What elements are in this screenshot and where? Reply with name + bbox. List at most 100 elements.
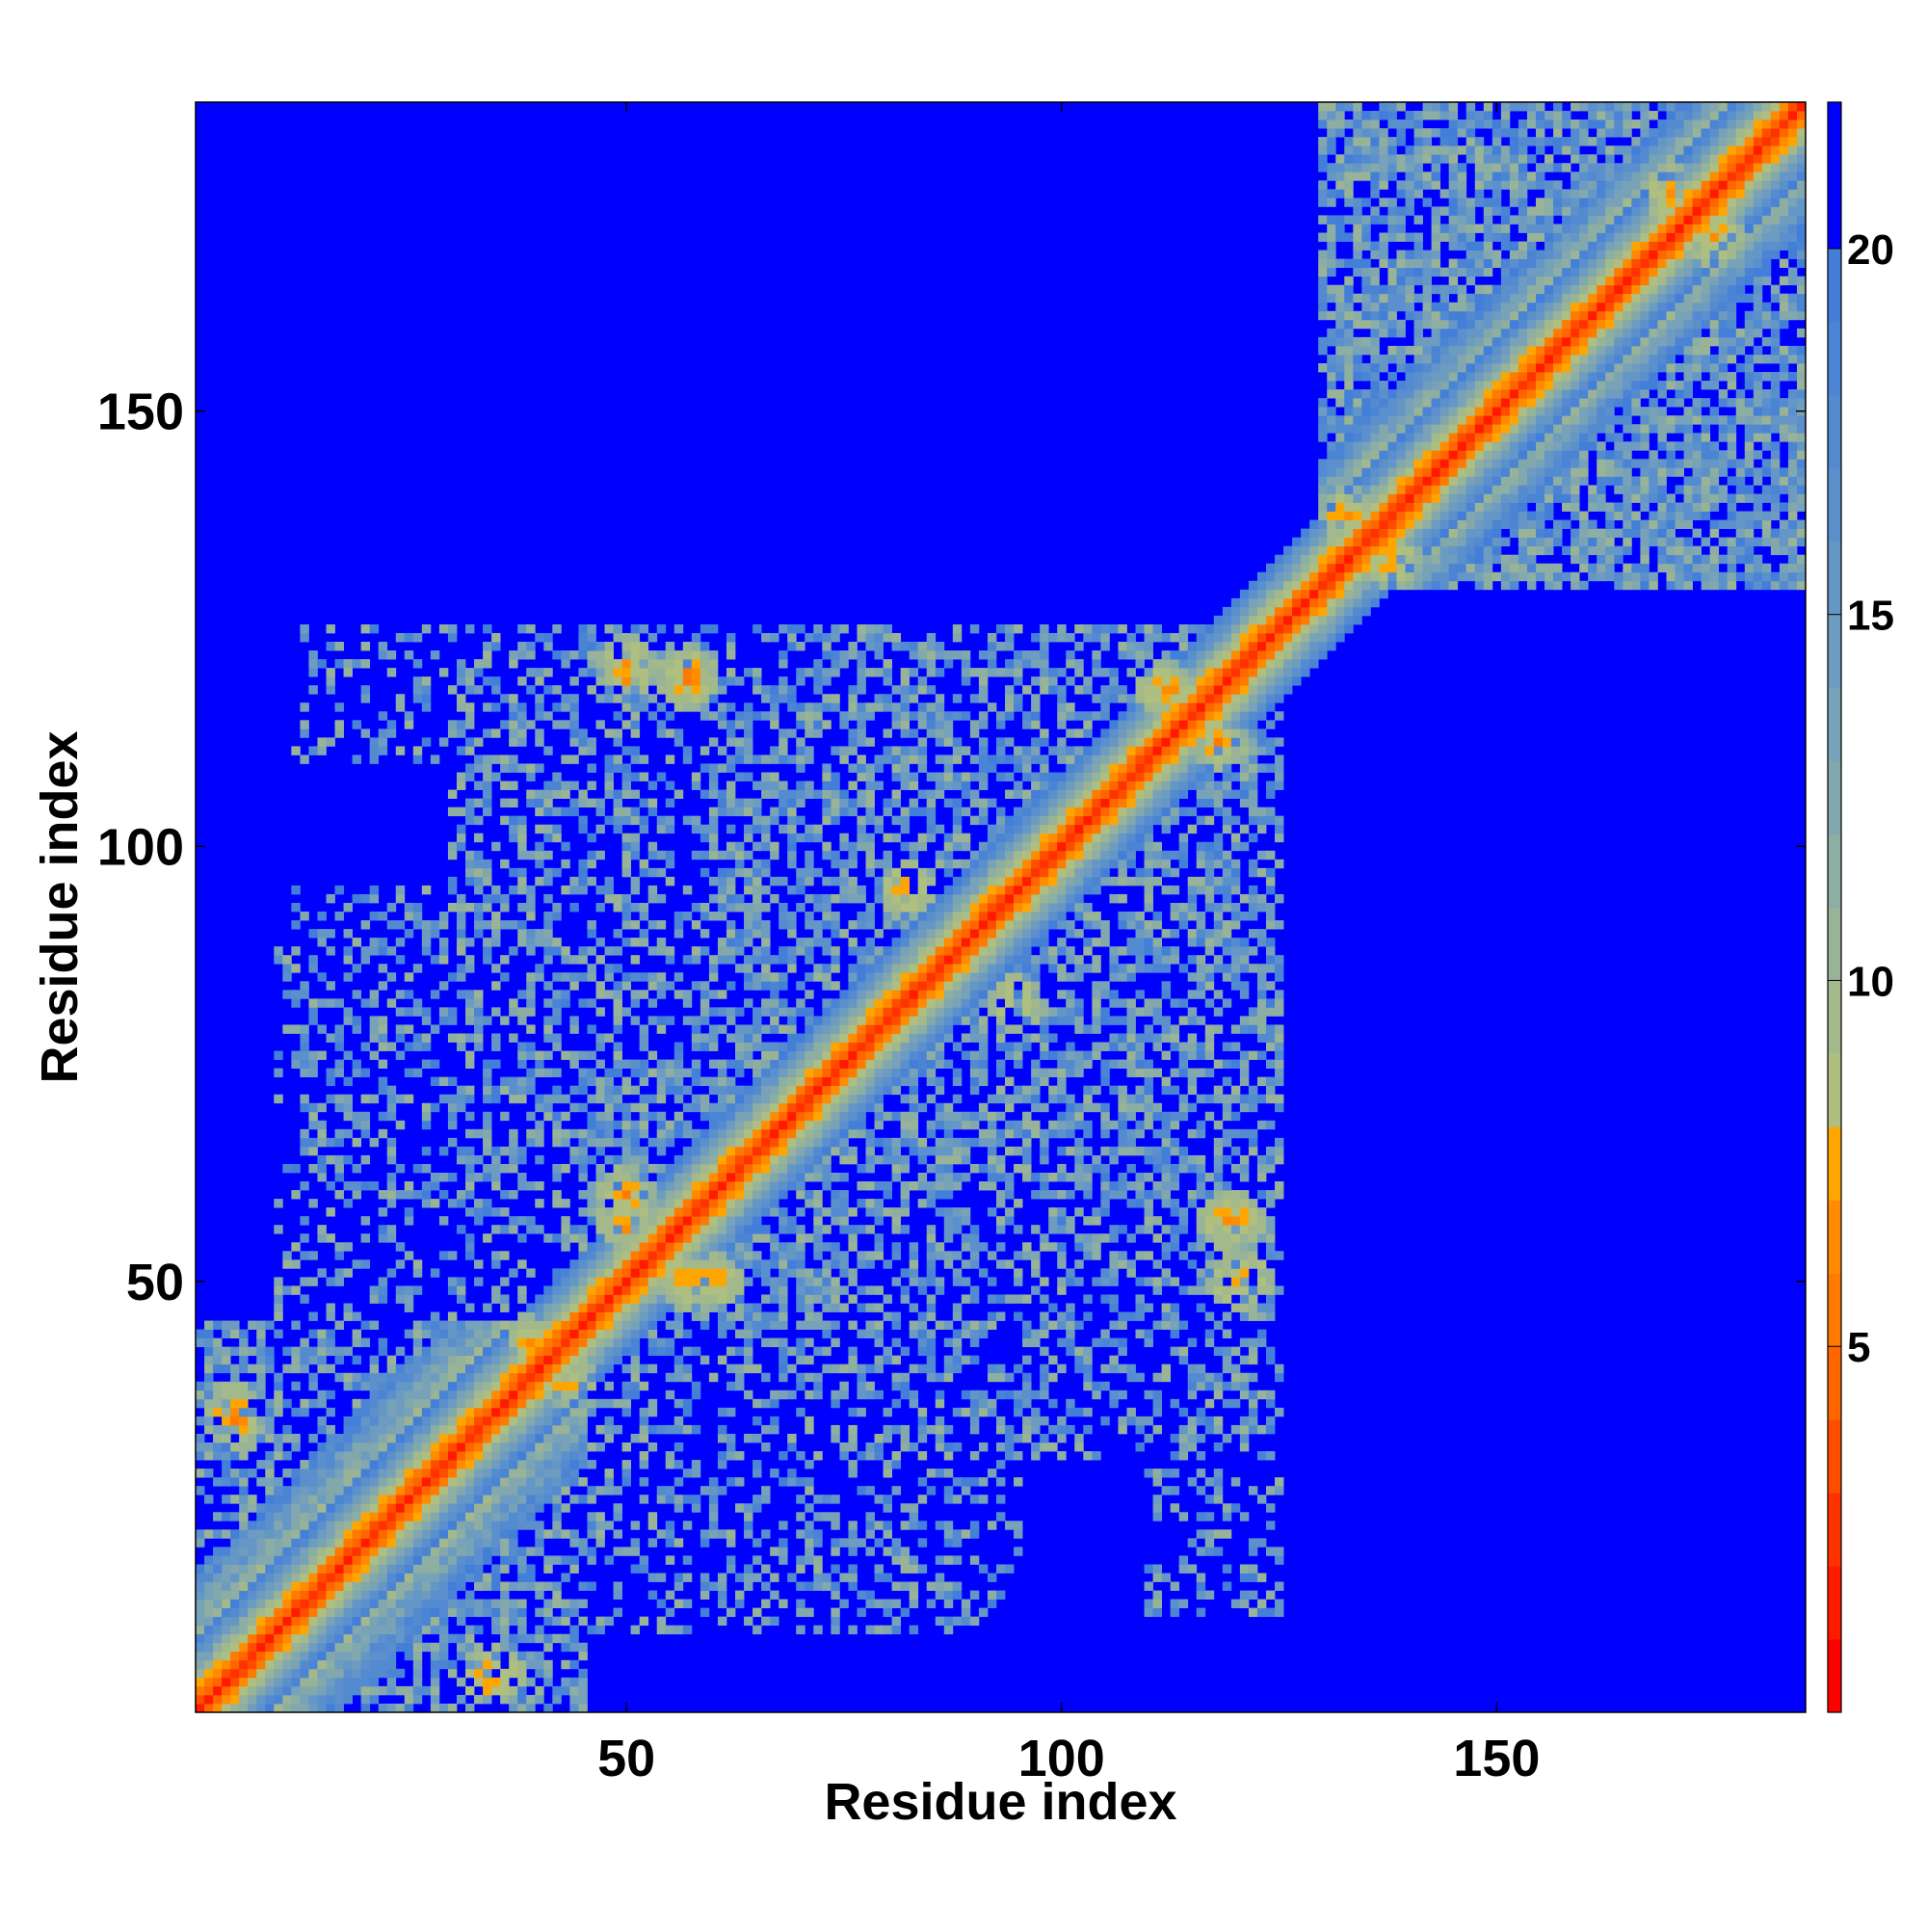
heatmap-cell — [805, 1355, 814, 1365]
heatmap-cell — [665, 1529, 675, 1539]
heatmap-cell — [831, 1111, 840, 1122]
heatmap-cell — [474, 1642, 484, 1653]
heatmap-cell — [831, 1251, 840, 1260]
heatmap-cell — [708, 1486, 719, 1495]
heatmap-cell — [438, 1521, 449, 1530]
heatmap-cell — [404, 1616, 414, 1627]
heatmap-cell — [673, 1225, 684, 1234]
heatmap-cell — [805, 1102, 814, 1113]
heatmap-cell — [595, 938, 605, 947]
heatmap-cell — [430, 1625, 440, 1635]
heatmap-cell — [369, 1573, 380, 1582]
heatmap-cell — [369, 1024, 380, 1034]
heatmap-cell — [552, 824, 562, 834]
heatmap-cell — [395, 1363, 406, 1374]
heatmap-cell — [465, 1442, 475, 1452]
heatmap-cell — [509, 998, 518, 1008]
heatmap-cell — [857, 632, 866, 643]
heatmap-cell — [682, 1285, 693, 1295]
heatmap-cell — [491, 1146, 501, 1156]
heatmap-cell — [378, 912, 388, 921]
heatmap-cell — [334, 1268, 344, 1278]
heatmap-cell — [552, 1433, 562, 1443]
heatmap-cell — [752, 912, 762, 921]
heatmap-cell — [708, 1154, 719, 1165]
heatmap-cell — [639, 650, 649, 660]
heatmap-cell — [421, 1512, 432, 1522]
heatmap-cell — [543, 929, 553, 939]
heatmap-cell — [587, 737, 596, 747]
heatmap-cell — [222, 1320, 231, 1330]
heatmap-cell — [491, 1094, 501, 1104]
heatmap-cell — [369, 1633, 380, 1644]
heatmap-cell — [639, 1277, 649, 1286]
heatmap-cell — [700, 1259, 710, 1269]
heatmap-cell — [779, 1599, 788, 1609]
heatmap-cell — [421, 1381, 432, 1391]
heatmap-cell — [447, 1381, 458, 1391]
heatmap-cell — [430, 1538, 440, 1548]
heatmap-cell — [578, 824, 588, 834]
heatmap-cell — [412, 1512, 423, 1522]
heatmap-cell — [744, 850, 753, 860]
heatmap-cell — [378, 1573, 388, 1582]
heatmap-cell — [474, 1363, 484, 1374]
heatmap-cell — [700, 1573, 710, 1582]
heatmap-cell — [456, 1433, 466, 1443]
heatmap-cell — [465, 1154, 475, 1165]
heatmap-cell — [587, 1259, 596, 1269]
heatmap-cell — [761, 867, 771, 878]
heatmap-cell — [735, 1199, 745, 1208]
heatmap-cell — [805, 1529, 814, 1539]
heatmap-cell — [491, 1042, 501, 1051]
heatmap-cell — [274, 1529, 283, 1539]
heatmap-cell — [300, 1460, 309, 1469]
heatmap-cell — [561, 1398, 570, 1409]
heatmap-cell — [204, 1337, 214, 1348]
heatmap-cell — [621, 1128, 632, 1139]
heatmap-cell — [517, 1311, 527, 1321]
heatmap-cell — [822, 1102, 832, 1113]
heatmap-cell — [561, 1320, 570, 1330]
heatmap-cell — [491, 1337, 501, 1348]
heatmap-cell — [326, 1495, 335, 1504]
heatmap-cell — [708, 1137, 719, 1148]
heatmap-cell — [308, 1512, 318, 1522]
heatmap-cell — [665, 754, 675, 764]
heatmap-cell — [708, 772, 719, 781]
heatmap-cell — [848, 1529, 858, 1539]
heatmap-cell — [483, 642, 492, 651]
heatmap-cell — [857, 1451, 866, 1461]
heatmap-cell — [526, 912, 536, 921]
heatmap-cell — [735, 1163, 745, 1174]
heatmap-cell — [526, 1346, 536, 1357]
heatmap-cell — [430, 1416, 440, 1426]
heatmap-cell — [300, 1668, 309, 1679]
heatmap-cell — [543, 1416, 553, 1426]
heatmap-cell — [752, 1181, 762, 1191]
heatmap-cell — [569, 1320, 579, 1330]
heatmap-cell — [248, 1495, 257, 1504]
heatmap-cell — [831, 955, 840, 965]
heatmap-cell — [378, 964, 388, 973]
heatmap-cell — [578, 623, 588, 634]
heatmap-cell — [761, 1163, 771, 1174]
heatmap-cell — [726, 885, 736, 895]
heatmap-cell — [360, 1659, 371, 1670]
heatmap-cell — [595, 1199, 605, 1208]
heatmap-cell — [595, 1042, 605, 1051]
heatmap-cell — [770, 1285, 779, 1295]
heatmap-cell — [300, 1294, 309, 1304]
heatmap-cell — [456, 1442, 466, 1452]
heatmap-cell — [248, 1703, 257, 1713]
heatmap-cell — [779, 1346, 788, 1357]
heatmap-cell — [239, 1451, 249, 1461]
heatmap-cell — [604, 1216, 614, 1226]
heatmap-cell — [395, 746, 406, 755]
heatmap-cell — [317, 1573, 327, 1582]
heatmap-cell — [274, 1573, 283, 1582]
heatmap-cell — [700, 1137, 710, 1148]
heatmap-cell — [708, 1251, 719, 1260]
heatmap-cell — [682, 676, 693, 686]
heatmap-cell — [761, 946, 771, 956]
